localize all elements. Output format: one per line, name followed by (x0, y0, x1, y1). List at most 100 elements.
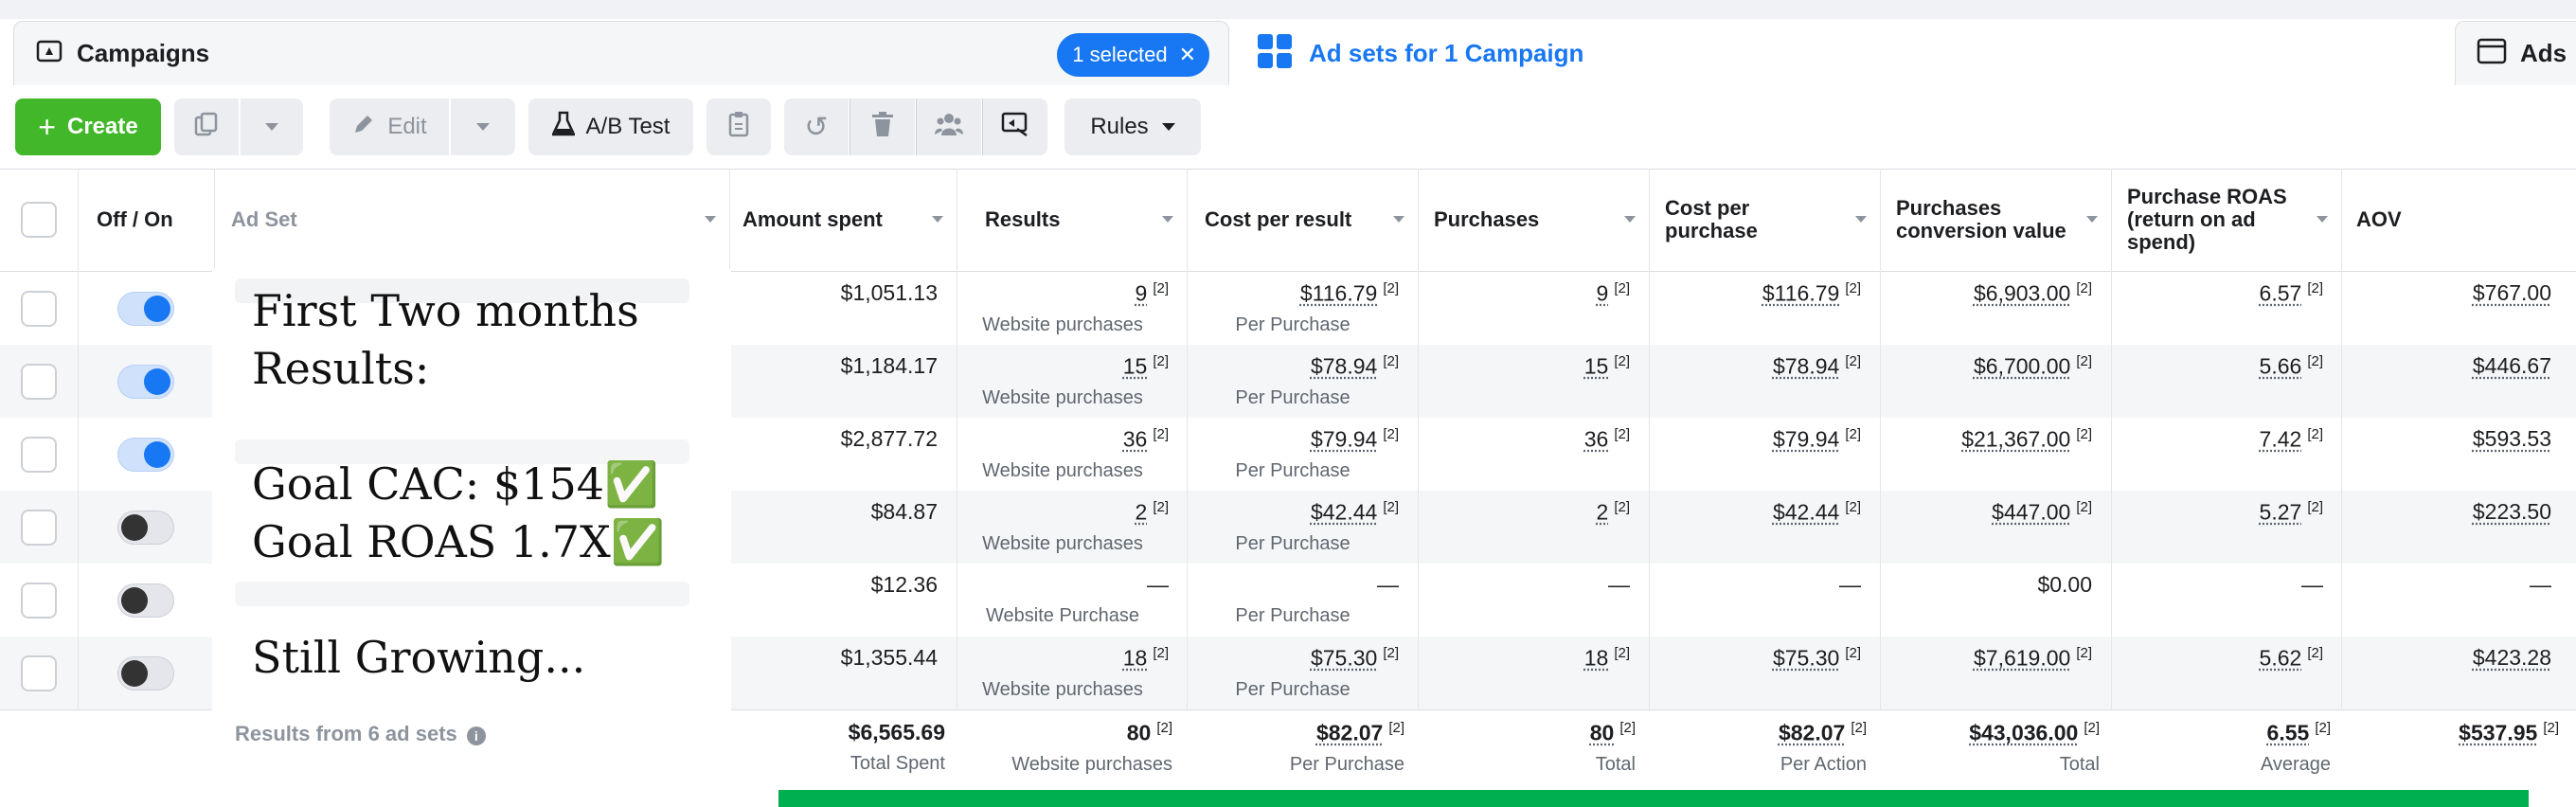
sort-icon[interactable] (1624, 216, 1636, 223)
row-toggle[interactable] (117, 292, 174, 326)
row-checkbox[interactable] (21, 364, 57, 400)
audience-button[interactable] (917, 99, 981, 155)
tab-adsets[interactable]: Ad sets for 1 Campaign (1237, 21, 2447, 85)
info-icon[interactable]: i (467, 726, 486, 745)
row-checkbox[interactable] (21, 655, 57, 691)
cell-value[interactable]: $767.00 (2473, 280, 2551, 305)
sort-icon[interactable] (2317, 216, 2328, 223)
cell-value[interactable]: 80 (1590, 721, 1615, 745)
cell-value[interactable]: 36 (1123, 427, 1148, 452)
cell-value[interactable]: $116.79 (1300, 281, 1377, 306)
duplicate-button[interactable] (174, 99, 239, 155)
cell-value[interactable]: $42.44 (1311, 500, 1377, 525)
cell-value[interactable]: $79.94 (1773, 427, 1839, 452)
row-toggle[interactable] (117, 511, 174, 545)
cell-value[interactable]: $537.95 (2459, 721, 2537, 745)
cell-value[interactable]: 5.62 (2260, 646, 2302, 671)
cell-value[interactable]: 6.57 (2260, 281, 2302, 306)
cell-value[interactable]: $75.30 (1311, 646, 1377, 671)
delete-button[interactable] (850, 99, 915, 155)
select-all-checkbox[interactable] (21, 202, 57, 238)
cell-value[interactable]: 7.42 (2260, 427, 2302, 452)
cell-value[interactable]: $42.44 (1773, 500, 1839, 525)
cell-value[interactable]: $223.50 (2473, 499, 2551, 524)
tab-campaigns[interactable]: Campaigns 1 selected ✕ (13, 21, 1229, 85)
cell-value[interactable]: 9 (1597, 281, 1609, 306)
cell-value[interactable]: $6,903.00 (1974, 281, 2070, 306)
roas-cell: 7.42 [2] (2111, 426, 2323, 453)
adsets-grid-icon (1256, 32, 1294, 75)
undo-button[interactable]: ↺ (784, 99, 849, 155)
cell-value[interactable]: $43,036.00 (1969, 721, 2078, 745)
row-checkbox[interactable] (21, 437, 57, 473)
row-toggle[interactable] (117, 583, 174, 618)
column-header-ad-set[interactable]: Ad Set (220, 169, 729, 271)
cell-value[interactable]: $79.94 (1311, 427, 1377, 452)
cost-per-result-cell: — Per Purchase (1187, 572, 1399, 627)
rules-button[interactable]: Rules (1064, 99, 1201, 155)
cell-value[interactable]: $6,700.00 (1974, 354, 2070, 379)
sort-icon[interactable] (705, 216, 716, 223)
cell-value[interactable]: 15 (1123, 354, 1148, 379)
cell-value[interactable]: $78.94 (1311, 354, 1377, 379)
sort-icon[interactable] (932, 216, 943, 223)
cell-value[interactable]: $82.07 (1316, 721, 1383, 745)
cell-value[interactable]: 18 (1584, 646, 1609, 671)
sort-icon[interactable] (1393, 216, 1404, 223)
cell-value[interactable]: $75.30 (1773, 646, 1839, 671)
column-header-conversion-value[interactable]: Purchases conversion value (1885, 169, 2111, 271)
selected-count-pill[interactable]: 1 selected ✕ (1057, 33, 1209, 77)
clear-selection-icon[interactable]: ✕ (1179, 43, 1196, 67)
preview-button[interactable] (983, 99, 1047, 155)
footnote: [2] (2307, 426, 2323, 442)
cell-value[interactable]: 2 (1136, 500, 1148, 525)
cell-value[interactable]: $78.94 (1773, 354, 1839, 379)
column-header-roas[interactable]: Purchase ROAS (return on ad spend) (2116, 169, 2341, 271)
row-toggle[interactable] (117, 438, 174, 472)
cell-value[interactable]: $593.53 (2473, 426, 2551, 451)
column-header-cost-per-result[interactable]: Cost per result (1193, 169, 1418, 271)
cell-value: — (1147, 572, 1169, 597)
row-checkbox[interactable] (21, 291, 57, 327)
cell-value[interactable]: 9 (1136, 281, 1148, 306)
clipboard-button[interactable] (707, 99, 771, 155)
cell-value[interactable]: 5.66 (2260, 354, 2302, 379)
ab-test-button[interactable]: A/B Test (528, 99, 693, 155)
edit-dropdown[interactable] (451, 99, 515, 155)
sort-icon[interactable] (1855, 216, 1867, 223)
cell-value[interactable]: $21,367.00 (1961, 427, 2070, 452)
column-header-purchases[interactable]: Purchases (1422, 169, 1649, 271)
cell-value[interactable]: 6.55 (2267, 721, 2310, 745)
duplicate-dropdown[interactable] (241, 99, 303, 155)
cell-value[interactable]: $82.07 (1779, 721, 1845, 745)
cell-value[interactable]: $447.00 (1992, 500, 2070, 525)
row-toggle[interactable] (117, 656, 174, 690)
row-checkbox[interactable] (21, 510, 57, 546)
cell-value[interactable]: $116.79 (1762, 281, 1839, 306)
column-header-aov[interactable]: AOV (2345, 169, 2534, 271)
cell-value[interactable]: $446.67 (2473, 353, 2551, 378)
cell-value[interactable]: 5.27 (2260, 500, 2302, 525)
cell-value[interactable]: $423.28 (2473, 645, 2551, 670)
column-header-results[interactable]: Results (974, 169, 1187, 271)
edit-button[interactable]: Edit (330, 99, 449, 155)
row-checkbox[interactable] (21, 583, 57, 619)
cell-value[interactable]: 15 (1584, 354, 1609, 379)
column-header-off-on[interactable]: Off / On (85, 169, 214, 271)
cell-value[interactable]: 2 (1597, 500, 1609, 525)
cell-value[interactable]: $7,619.00 (1974, 646, 2070, 671)
column-header-amount-spent[interactable]: Amount spent (731, 169, 957, 271)
sort-icon[interactable] (1162, 216, 1173, 223)
cell-value[interactable]: 18 (1123, 646, 1148, 671)
create-button[interactable]: + Create (15, 99, 161, 155)
cell-value[interactable]: 36 (1584, 427, 1609, 452)
footnote: [2] (2307, 280, 2323, 296)
row-toggle[interactable] (117, 365, 174, 399)
tab-ads[interactable]: Ads (2455, 21, 2576, 85)
selected-count-label: 1 selected (1072, 43, 1167, 67)
total-amount-cell: $6,565.69 Total Spent (729, 720, 945, 775)
cell-sublabel: Website purchases (957, 754, 1172, 776)
sort-icon[interactable] (2086, 216, 2098, 223)
results-cell: 18 [2] Website purchases (957, 645, 1169, 701)
column-header-cost-per-purchase[interactable]: Cost per purchase (1654, 169, 1880, 271)
